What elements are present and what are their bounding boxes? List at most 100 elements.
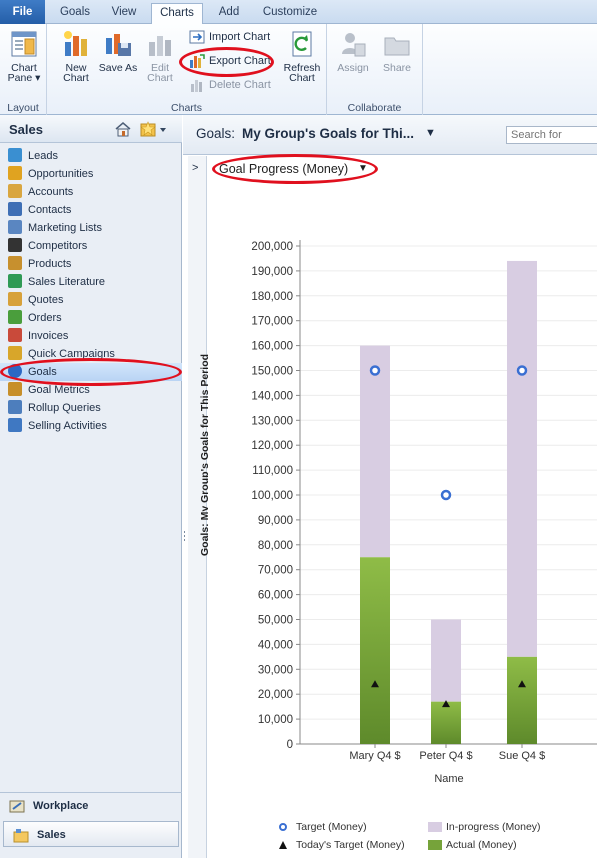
legend-label: Actual (Money) — [446, 839, 517, 851]
search-input[interactable] — [506, 126, 597, 144]
orders-icon — [8, 310, 22, 324]
edit-chart-button[interactable]: Edit Chart — [139, 28, 181, 83]
nav-title: Sales — [9, 122, 43, 137]
sidebar-item-invoices[interactable]: Invoices — [0, 327, 182, 345]
view-header: Goals: My Group's Goals for Thi... ▼ — [183, 115, 597, 155]
sales-literature-icon — [8, 274, 22, 288]
sidebar-item-label: Goal Metrics — [28, 384, 90, 396]
collaborate-group-label: Collaborate — [347, 102, 402, 114]
x-axis-label: Name — [434, 773, 463, 785]
sidebar-item-label: Orders — [28, 312, 62, 324]
highlight-goals-nav — [0, 358, 182, 386]
sidebar-item-accounts[interactable]: Accounts — [0, 183, 182, 201]
sidebar-item-label: Accounts — [28, 186, 74, 198]
contacts-icon — [8, 202, 22, 216]
x-tick-label: Sue Q4 $ — [499, 750, 545, 762]
favorites-icon[interactable] — [140, 121, 168, 137]
legend-entry-actual: Actual (Money) — [428, 839, 517, 851]
import-chart-icon — [189, 30, 205, 44]
legend-label: Today's Target (Money) — [296, 839, 405, 851]
nav-header: Sales — [0, 115, 182, 143]
selling-activities-icon — [8, 418, 22, 432]
y-tick-label: 20,000 — [258, 689, 293, 701]
y-tick-label: 160,000 — [251, 341, 293, 353]
bar-actual — [360, 557, 390, 744]
sidebar-item-quotes[interactable]: Quotes — [0, 291, 182, 309]
invoices-icon — [8, 328, 22, 342]
y-tick-label: 90,000 — [258, 515, 293, 527]
sidebar-item-label: Quotes — [28, 294, 64, 306]
todays-target-marker — [371, 680, 379, 688]
chevron-down-icon[interactable]: ▼ — [425, 127, 436, 139]
sidebar-item-label: Marketing Lists — [28, 222, 102, 234]
chart-area: Goal Progress (Money) ▼ 0 10,000 20,000 30,… — [208, 156, 597, 858]
save-as-icon — [106, 34, 131, 56]
legend-triangle-marker — [279, 841, 287, 849]
sidebar-item-competitors[interactable]: Competitors — [0, 237, 182, 255]
y-tick-label: 170,000 — [251, 316, 293, 328]
tab-file[interactable]: File — [0, 0, 45, 24]
sidebar-item-opportunities[interactable]: Opportunities — [0, 165, 182, 183]
y-tick-label: 100,000 — [251, 490, 293, 502]
chart-pane-label: Chart Pane ▾ — [7, 62, 41, 84]
import-chart-button[interactable]: Import Chart — [187, 28, 270, 46]
import-chart-label: Import Chart — [209, 31, 271, 43]
goal-metrics-icon — [8, 382, 22, 396]
workplace-button[interactable]: Workplace — [0, 792, 182, 818]
tab-goals[interactable]: Goals — [59, 6, 91, 18]
bar-in-progress — [360, 345, 390, 558]
expand-pane-icon[interactable]: > — [192, 162, 199, 174]
target-marker — [369, 365, 381, 376]
sidebar-item-goal-metrics[interactable]: Goal Metrics — [0, 381, 182, 399]
tab-view[interactable]: View — [111, 6, 137, 18]
legend-swatch-in-progress — [428, 822, 442, 832]
refresh-chart-button[interactable]: Refresh Chart — [281, 28, 323, 83]
sidebar-item-rollup-queries[interactable]: Rollup Queries — [0, 399, 182, 417]
view-selector[interactable]: My Group's Goals for Thi... — [242, 126, 414, 141]
tab-charts[interactable]: Charts — [151, 3, 203, 25]
share-icon — [384, 37, 410, 56]
save-as-label: Save As — [98, 62, 138, 74]
chart-pane-icon — [11, 31, 37, 57]
sidebar-item-label: Contacts — [28, 204, 72, 216]
rollup-queries-icon — [8, 400, 22, 414]
legend-circle-marker — [279, 823, 287, 831]
delete-chart-button[interactable]: Delete Chart — [187, 76, 271, 94]
y-tick-label: 130,000 — [251, 415, 293, 427]
refresh-chart-label: Refresh Chart — [283, 62, 321, 84]
edit-chart-label: Edit Chart — [147, 62, 173, 84]
y-tick-label: 60,000 — [258, 590, 293, 602]
edit-chart-icon — [149, 36, 171, 56]
sidebar-item-selling-activities[interactable]: Selling Activities — [0, 417, 182, 435]
assign-button[interactable]: Assign — [332, 28, 374, 73]
nav-list: Leads Opportunities Accounts Contacts Ma… — [0, 147, 182, 435]
workplace-label: Workplace — [33, 800, 89, 812]
sidebar-item-orders[interactable]: Orders — [0, 309, 182, 327]
tab-add[interactable]: Add — [218, 6, 240, 18]
legend-entry-todays-target: Today's Target (Money) — [278, 839, 405, 851]
save-as-button[interactable]: Save As — [97, 28, 139, 73]
workplace-icon — [9, 800, 25, 813]
sales-area-icon — [13, 829, 29, 843]
chart-pane-button[interactable]: Chart Pane ▾ — [3, 28, 45, 83]
sidebar-item-products[interactable]: Products — [0, 255, 182, 273]
sidebar-item-marketing-lists[interactable]: Marketing Lists — [0, 219, 182, 237]
tab-customize[interactable]: Customize — [262, 6, 318, 18]
y-tick-label: 140,000 — [251, 390, 293, 402]
sidebar-item-contacts[interactable]: Contacts — [0, 201, 182, 219]
collapsed-grid-pane: > Goals: My Group's Goals for This Perio… — [188, 156, 211, 858]
refresh-chart-icon — [292, 31, 312, 57]
sidebar-item-quick-campaigns[interactable]: Quick Campaigns — [0, 345, 182, 363]
share-button[interactable]: Share — [376, 28, 418, 73]
charts-group-label: Charts — [171, 102, 202, 114]
sales-area-button[interactable]: Sales — [3, 821, 179, 847]
y-tick-label: 180,000 — [251, 291, 293, 303]
sidebar-item-leads[interactable]: Leads — [0, 147, 182, 165]
sidebar-item-sales-literature[interactable]: Sales Literature — [0, 273, 182, 291]
target-marker — [516, 365, 528, 376]
home-icon[interactable] — [114, 121, 132, 137]
new-chart-button[interactable]: New Chart — [55, 28, 97, 83]
highlight-export-chart — [179, 47, 274, 77]
splitter-grip-icon[interactable] — [183, 531, 186, 543]
products-icon — [8, 256, 22, 270]
